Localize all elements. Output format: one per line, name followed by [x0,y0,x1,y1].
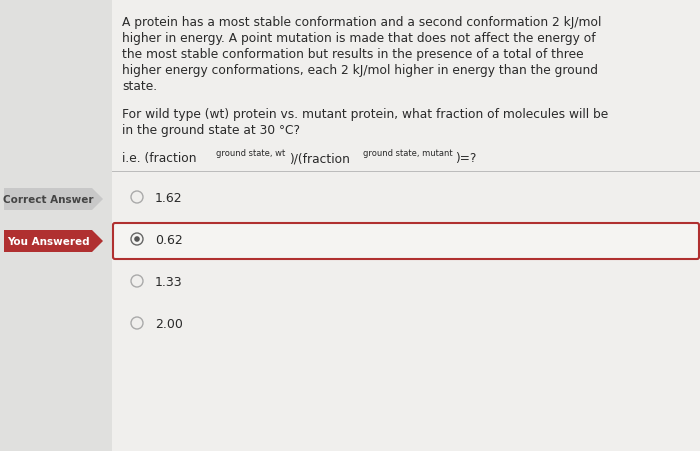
FancyBboxPatch shape [0,0,112,451]
FancyBboxPatch shape [4,230,92,253]
Polygon shape [92,189,103,211]
Circle shape [134,237,140,242]
Polygon shape [92,230,103,253]
FancyBboxPatch shape [4,189,92,211]
Text: Correct Answer: Correct Answer [3,194,93,205]
Text: ground state, wt: ground state, wt [216,149,286,158]
Text: state.: state. [122,80,157,93]
Text: higher in energy. A point mutation is made that does not affect the energy of: higher in energy. A point mutation is ma… [122,32,596,45]
Text: )/(fraction: )/(fraction [289,152,350,165]
Text: A protein has a most stable conformation and a second conformation 2 kJ/mol: A protein has a most stable conformation… [122,16,601,29]
Text: 2.00: 2.00 [155,318,183,331]
Text: 1.62: 1.62 [155,192,183,205]
Text: in the ground state at 30 °C?: in the ground state at 30 °C? [122,124,300,137]
Text: )=?: )=? [455,152,477,165]
Text: For wild type (wt) protein vs. mutant protein, what fraction of molecules will b: For wild type (wt) protein vs. mutant pr… [122,108,608,121]
Text: 0.62: 0.62 [155,234,183,247]
Text: ground state, mutant: ground state, mutant [363,149,453,158]
Text: i.e. (fraction: i.e. (fraction [122,152,197,165]
Text: the most stable conformation but results in the presence of a total of three: the most stable conformation but results… [122,48,584,61]
Text: higher energy conformations, each 2 kJ/mol higher in energy than the ground: higher energy conformations, each 2 kJ/m… [122,64,598,77]
Text: You Answered: You Answered [7,236,90,246]
FancyBboxPatch shape [113,224,699,259]
FancyBboxPatch shape [112,0,700,451]
Text: 1.33: 1.33 [155,276,183,289]
